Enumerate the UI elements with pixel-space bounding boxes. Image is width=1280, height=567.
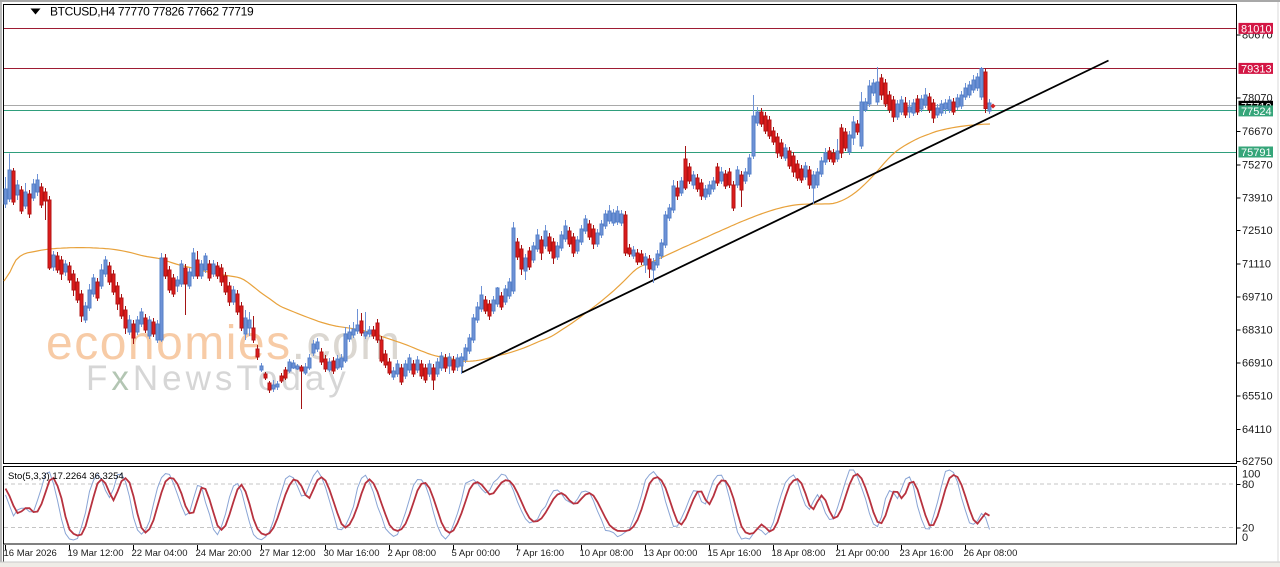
svg-text:30 Mar 16:00: 30 Mar 16:00 [324, 548, 380, 559]
svg-text:23 Apr 16:00: 23 Apr 16:00 [900, 548, 954, 559]
svg-text:22 Mar 04:00: 22 Mar 04:00 [132, 548, 188, 559]
svg-text:66910: 66910 [1242, 358, 1273, 370]
svg-text:BTCUSD,H4 77770 77826 77662 7: BTCUSD,H4 77770 77826 77662 77719 [50, 5, 254, 19]
svg-text:18 Apr 08:00: 18 Apr 08:00 [772, 548, 826, 559]
svg-text:24 Mar 20:00: 24 Mar 20:00 [196, 548, 252, 559]
svg-text:72510: 72510 [1242, 225, 1273, 237]
svg-text:79313: 79313 [1241, 63, 1272, 75]
svg-text:10 Apr 08:00: 10 Apr 08:00 [580, 548, 634, 559]
svg-text:15 Apr 16:00: 15 Apr 16:00 [708, 548, 762, 559]
svg-text:0: 0 [1242, 532, 1248, 544]
svg-text:5 Apr 00:00: 5 Apr 00:00 [452, 548, 501, 559]
svg-text:13 Apr 00:00: 13 Apr 00:00 [644, 548, 698, 559]
svg-text:62750: 62750 [1242, 456, 1273, 468]
svg-text:26 Apr 08:00: 26 Apr 08:00 [964, 548, 1018, 559]
svg-text:FxNewsToday: FxNewsToday [86, 359, 350, 398]
svg-text:75791: 75791 [1241, 147, 1272, 159]
svg-text:Sto(5,3,3) 17.2264 36.3254: Sto(5,3,3) 17.2264 36.3254 [8, 471, 124, 482]
svg-text:81010: 81010 [1241, 23, 1272, 35]
svg-text:76670: 76670 [1242, 126, 1273, 138]
svg-text:100: 100 [1242, 469, 1260, 481]
svg-text:77524: 77524 [1241, 106, 1272, 118]
svg-text:65510: 65510 [1242, 391, 1273, 403]
svg-text:80: 80 [1242, 479, 1254, 491]
svg-text:19 Mar 12:00: 19 Mar 12:00 [68, 548, 124, 559]
svg-text:21 Apr 00:00: 21 Apr 00:00 [836, 548, 890, 559]
svg-text:7 Apr 16:00: 7 Apr 16:00 [516, 548, 565, 559]
svg-text:73910: 73910 [1242, 193, 1273, 205]
svg-text:20: 20 [1242, 523, 1254, 535]
svg-text:75270: 75270 [1242, 160, 1273, 172]
svg-text:27 Mar 12:00: 27 Mar 12:00 [260, 548, 316, 559]
svg-text:2 Apr 08:00: 2 Apr 08:00 [388, 548, 437, 559]
svg-text:69710: 69710 [1242, 292, 1273, 304]
svg-text:68310: 68310 [1242, 325, 1273, 337]
svg-text:64110: 64110 [1242, 424, 1272, 436]
svg-text:71110: 71110 [1242, 259, 1271, 271]
svg-text:16 Mar 2026: 16 Mar 2026 [4, 548, 57, 559]
